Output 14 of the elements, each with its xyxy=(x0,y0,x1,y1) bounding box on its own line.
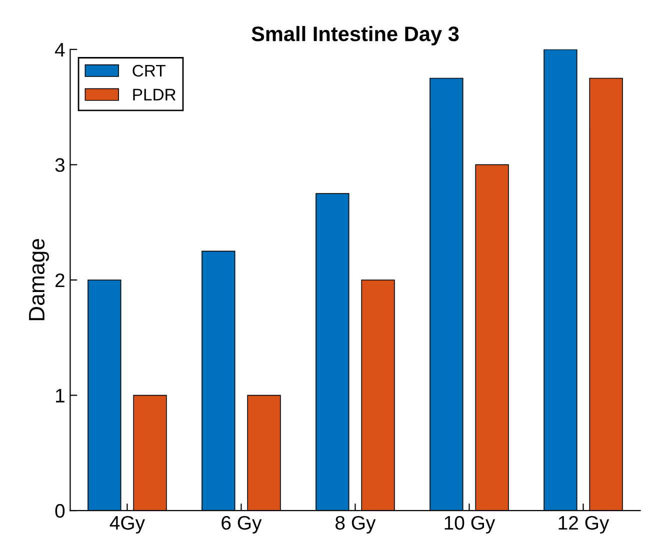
y-tick-label: 3 xyxy=(55,158,64,172)
x-tick-label: 8 Gy xyxy=(336,516,376,534)
y-axis-title: Damage xyxy=(29,238,49,320)
legend-label: PLDR xyxy=(133,88,176,100)
x-tick-label: 10 Gy xyxy=(444,516,496,534)
y-tick-label: 1 xyxy=(56,388,64,402)
y-tick-label: 4 xyxy=(54,43,65,56)
x-tick-label: 6 Gy xyxy=(222,516,262,534)
x-tick-label: 4Gy xyxy=(110,516,145,534)
y-tick-label: 0 xyxy=(55,504,65,518)
chart-title: Small Intestine Day 3 xyxy=(252,26,459,46)
legend-label: CRT xyxy=(132,64,166,77)
x-tick-label: 12 Gy xyxy=(558,516,610,534)
y-tick-label: 2 xyxy=(56,273,64,288)
